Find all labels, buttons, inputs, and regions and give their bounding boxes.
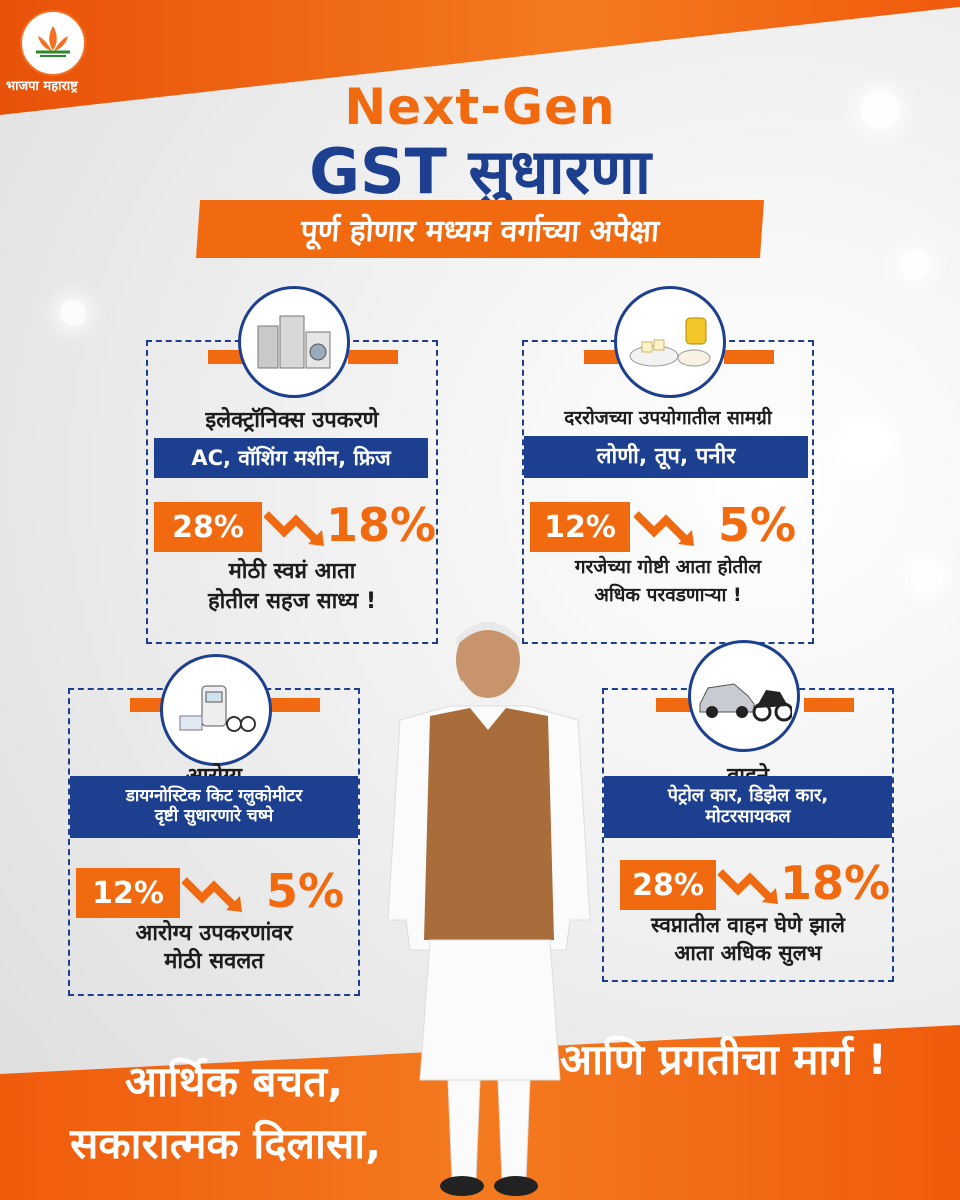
rate-from: 12% (76, 868, 180, 918)
person-figure (387, 622, 591, 1196)
card-desc-2: आता अधिक सुलभ (674, 941, 822, 965)
card-desc-2: मोठी सवलत (164, 949, 264, 974)
appliances-icon (238, 286, 350, 398)
rate-to: 5% (718, 498, 797, 552)
brand-name: भाजपा महाराष्ट्र (6, 79, 78, 94)
card-items: AC, वॉशिंग मशीन, फ्रिज (154, 438, 428, 478)
subtitle-banner: पूर्ण होणार मध्यम वर्गाच्या अपेक्षा (195, 200, 765, 258)
card-electronics: इलेक्ट्रॉनिक्स उपकरणे AC, वॉशिंग मशीन, फ… (146, 286, 438, 644)
accent-bar (208, 350, 244, 364)
bottom-line2: सकारात्मक दिलासा, (70, 1119, 382, 1168)
card-desc-1: आरोग्य उपकरणांवर (135, 921, 293, 946)
accent-bar (656, 698, 692, 712)
rate-change: 28% 18% (620, 856, 890, 910)
rate-from: 28% (154, 502, 262, 552)
card-desc-1: मोठी स्वप्नं आता (228, 559, 356, 584)
card-category: इलेक्ट्रॉनिक्स उपकरणे (205, 408, 379, 433)
card-items-line2: मोटरसायकल (705, 806, 791, 827)
rate-to: 5% (266, 864, 345, 918)
subtitle-text: पूर्ण होणार मध्यम वर्गाच्या अपेक्षा (299, 213, 661, 249)
card-category: दररोजच्या उपयोगातील सामग्री (564, 407, 772, 429)
sparkle (840, 420, 890, 470)
card-items-line2: दृष्टी सुधारणारे चष्मे (154, 806, 274, 826)
trend-down-arrow-icon (718, 869, 778, 904)
accent-bar (130, 698, 166, 712)
rate-to: 18% (326, 498, 437, 552)
accent-bar (270, 698, 320, 712)
card-vehicles: वाहने पेट्रोल कार, डिझेल कार, मोटरसायकल … (602, 640, 894, 982)
lotus-logo-icon (20, 10, 86, 76)
rate-change: 28% 18% (154, 498, 436, 552)
rate-change: 12% 5% (76, 864, 352, 918)
accent-bar (724, 350, 774, 364)
title-line2: GST सुधारणा (309, 135, 651, 208)
card-items-line1: डायग्नोस्टिक किट ग्लुकोमीटर (125, 786, 303, 807)
sparkle (60, 300, 86, 326)
trend-down-arrow-icon (182, 877, 242, 912)
card-desc-2: अधिक परवडणाऱ्या ! (594, 584, 742, 606)
accent-bar (348, 350, 398, 364)
accent-bar (584, 350, 620, 364)
trend-down-arrow-icon (634, 511, 694, 546)
card-items: डायग्नोस्टिक किट ग्लुकोमीटर दृष्टी सुधार… (70, 776, 358, 838)
medical-icon (160, 654, 272, 766)
card-items-line1: पेट्रोल कार, डिझेल कार, (667, 785, 829, 807)
rate-from: 28% (620, 860, 716, 910)
dairy-icon (614, 286, 726, 398)
vehicle-icon (688, 640, 800, 752)
bottom-line3: आणि प्रगतीचा मार्ग ! (560, 1035, 887, 1084)
trend-down-arrow-icon (264, 511, 324, 546)
accent-bar (804, 698, 854, 712)
rate-to: 18% (780, 856, 891, 910)
rate-from: 12% (530, 502, 630, 552)
title-line1: Next-Gen (344, 78, 616, 136)
sparkle (900, 250, 930, 280)
card-items: पेट्रोल कार, डिझेल कार, मोटरसायकल (604, 776, 892, 838)
rate-change: 12% 5% (530, 498, 806, 552)
card-desc-1: गरजेच्या गोष्टी आता होतील (574, 556, 762, 578)
card-health: आरोग्य डायग्नोस्टिक किट ग्लुकोमीटर दृष्ट… (68, 654, 360, 996)
bottom-line1: आर्थिक बचत, (125, 1057, 344, 1106)
card-daily-items: दररोजच्या उपयोगातील सामग्री लोणी, तूप, प… (522, 286, 814, 644)
sparkle (910, 560, 944, 594)
card-desc-1: स्वप्नातील वाहन घेणे झाले (651, 913, 845, 937)
sparkle (860, 90, 900, 130)
card-desc-2: होतील सहज साध्य ! (207, 589, 377, 614)
card-items: लोणी, तूप, पनीर (524, 436, 808, 478)
